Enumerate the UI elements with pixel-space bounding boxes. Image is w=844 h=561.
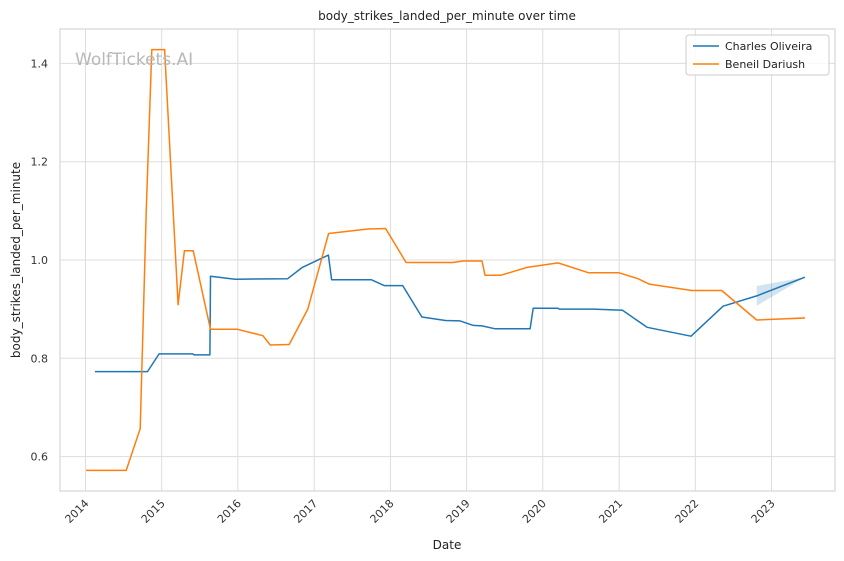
y-tick-label: 1.2	[31, 156, 49, 169]
x-axis-title: Date	[433, 538, 462, 552]
series-lines	[86, 48, 806, 472]
y-tick-label: 0.6	[31, 451, 49, 464]
legend-label-charles-oliveira: Charles Oliveira	[725, 40, 812, 53]
beneil-dariush-line	[86, 48, 805, 472]
legend: Charles Oliveira Beneil Dariush	[685, 34, 830, 76]
chart-title: body_strikes_landed_per_minute over time	[318, 9, 576, 23]
y-tick-label: 0.8	[31, 352, 49, 365]
legend-box	[685, 34, 830, 76]
legend-label-beneil-dariush: Beneil Dariush	[725, 58, 805, 71]
y-axis-ticks: 0.6 0.8 1.0 1.2 1.4	[31, 57, 49, 463]
charles-oliveira-confidence-band	[756, 277, 805, 306]
plot-area: WolfTickets.AI	[59, 28, 836, 492]
watermark: WolfTickets.AI	[75, 50, 193, 70]
y-tick-label: 1.4	[31, 57, 49, 70]
y-axis-title: body_strikes_landed_per_minute	[9, 162, 23, 358]
grid-lines	[60, 29, 835, 491]
y-tick-label: 1.0	[31, 254, 49, 267]
